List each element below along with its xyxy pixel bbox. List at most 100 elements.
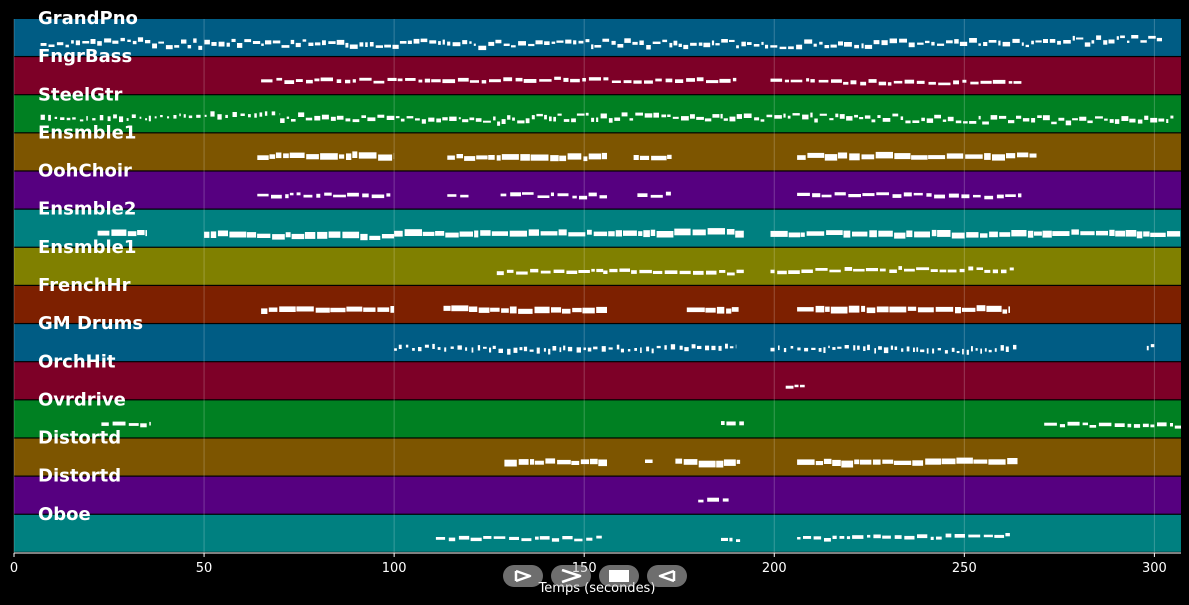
note: [132, 40, 137, 45]
note: [1140, 40, 1147, 43]
note: [783, 348, 787, 353]
note: [876, 192, 889, 196]
note: [824, 154, 838, 161]
note: [558, 229, 567, 236]
note: [1013, 344, 1017, 350]
note: [1089, 425, 1097, 428]
note: [824, 45, 830, 49]
note: [181, 39, 187, 44]
note: [291, 233, 305, 240]
note: [399, 41, 407, 44]
note: [506, 269, 514, 273]
stop-button[interactable]: [599, 565, 639, 587]
note: [576, 113, 585, 116]
note: [837, 346, 842, 349]
track-label: Ensmble1: [38, 237, 136, 258]
note: [946, 40, 953, 44]
fast-forward-icon: [561, 569, 582, 583]
note: [935, 306, 954, 312]
note: [435, 537, 446, 540]
note: [257, 155, 269, 160]
note: [593, 231, 608, 237]
note: [906, 230, 913, 238]
note: [204, 39, 210, 45]
note: [1150, 232, 1166, 237]
note: [488, 41, 495, 46]
note: [736, 269, 744, 274]
note: [1071, 229, 1079, 235]
note: [980, 348, 982, 354]
note: [1104, 118, 1108, 121]
note: [681, 116, 689, 121]
note: [832, 459, 841, 466]
note: [854, 44, 859, 49]
note: [976, 305, 986, 312]
note: [916, 267, 930, 271]
note: [1022, 118, 1030, 122]
note: [362, 193, 369, 198]
note: [921, 117, 925, 122]
note: [721, 421, 725, 425]
note: [841, 460, 854, 468]
note: [481, 80, 487, 84]
track-band: [14, 95, 1181, 133]
play-backward-icon: [658, 569, 676, 583]
note: [637, 193, 648, 197]
note: [871, 119, 876, 123]
note: [551, 538, 560, 542]
play-backward-button[interactable]: [647, 565, 687, 587]
note: [237, 43, 243, 48]
note: [261, 308, 268, 314]
note: [173, 115, 177, 119]
play-forward-button[interactable]: [503, 565, 543, 587]
note: [990, 115, 998, 120]
note: [377, 114, 385, 118]
note: [497, 121, 501, 126]
note: [553, 269, 565, 273]
note: [462, 40, 468, 45]
note: [302, 39, 307, 42]
note: [1157, 422, 1167, 427]
note: [893, 80, 903, 84]
note: [848, 194, 861, 198]
note: [627, 349, 631, 352]
note: [869, 230, 877, 238]
note: [602, 38, 610, 42]
note: [849, 153, 860, 161]
note: [1021, 42, 1024, 46]
note: [930, 536, 934, 540]
note: [593, 346, 598, 350]
note: [225, 114, 228, 118]
note: [1001, 269, 1007, 274]
note: [252, 41, 261, 44]
note: [983, 534, 993, 538]
note: [865, 268, 878, 272]
note: [1049, 39, 1056, 43]
note: [438, 41, 441, 45]
note: [316, 193, 321, 198]
note: [303, 194, 313, 198]
note: [696, 116, 704, 120]
fast-forward-button[interactable]: [551, 565, 591, 587]
note: [1109, 119, 1114, 123]
note: [413, 38, 420, 44]
note: [988, 459, 1006, 465]
note: [736, 45, 739, 49]
note: [544, 114, 547, 120]
note: [429, 40, 437, 44]
note: [889, 38, 897, 44]
note: [478, 307, 490, 313]
note: [99, 115, 104, 121]
note: [673, 40, 678, 46]
note: [465, 347, 468, 351]
note: [126, 118, 129, 121]
note: [498, 348, 503, 353]
note: [1044, 422, 1057, 426]
note: [559, 347, 562, 353]
note: [305, 117, 313, 121]
note: [925, 458, 941, 465]
note: [137, 230, 145, 236]
note: [1174, 425, 1181, 429]
note: [545, 458, 556, 464]
note: [683, 459, 698, 465]
